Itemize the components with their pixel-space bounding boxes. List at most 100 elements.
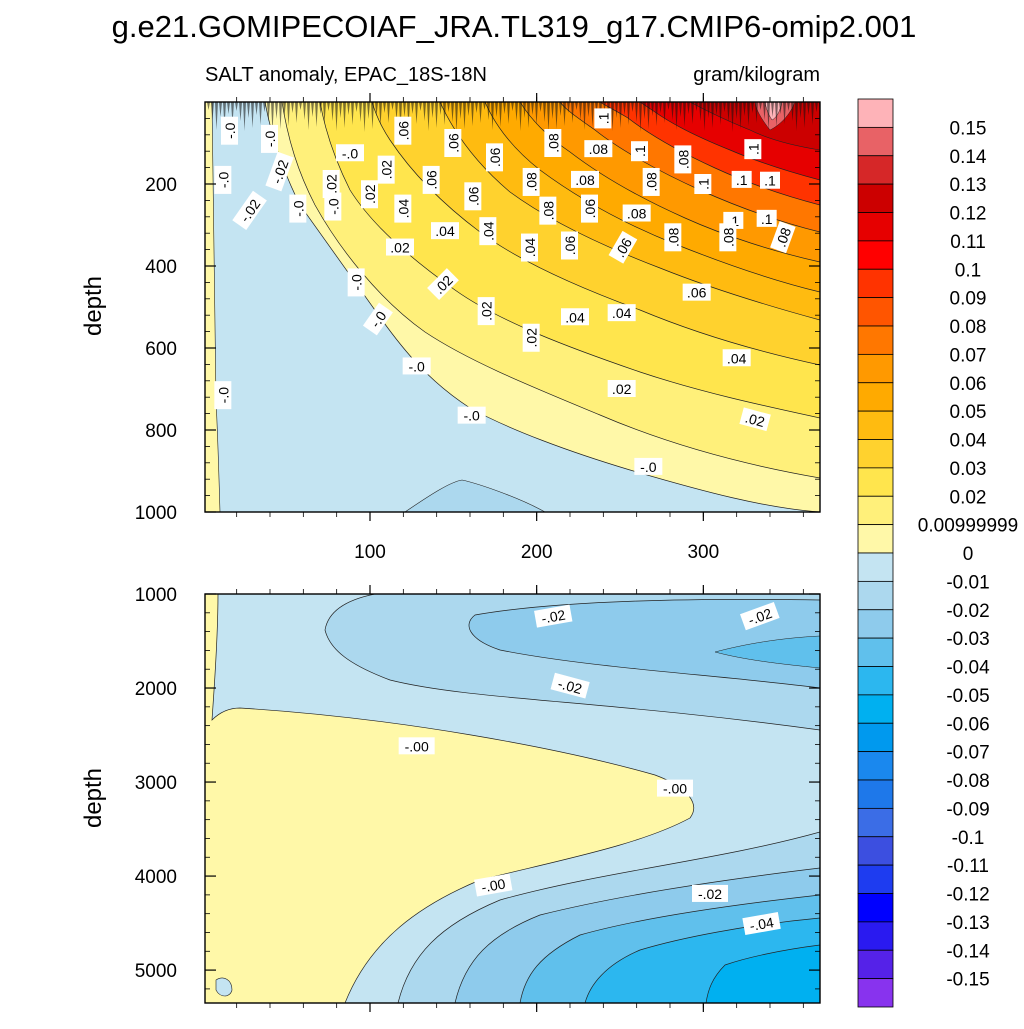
contour-label-box — [522, 323, 540, 352]
contour-label-text: .08 — [540, 201, 556, 221]
contour-label-box — [664, 223, 682, 252]
x-tick-label: 200 — [521, 542, 553, 563]
contour-label-box — [289, 194, 307, 223]
colorbar-swatch — [857, 893, 894, 923]
colorbar-swatch — [857, 978, 894, 1008]
colorbar-label: 0.15 — [950, 118, 987, 139]
contour-label: .08 — [539, 196, 557, 225]
surface-noise-path — [207, 102, 820, 132]
contour-label: -.02 — [740, 601, 780, 631]
contour-label-box — [561, 231, 578, 260]
contour-label: .04 — [607, 304, 636, 322]
contour-label-text: -.02 — [556, 675, 584, 697]
lower-band-pos001 — [205, 594, 694, 1003]
contour-label-text: .1 — [695, 178, 711, 190]
colorbar-label: 0.09 — [950, 289, 987, 310]
contour-label-box — [722, 349, 751, 367]
colorbar-label: -0.12 — [946, 885, 989, 906]
contour-label-box — [657, 779, 693, 797]
contour-label-text: .06 — [487, 147, 503, 167]
colorbar-label: -0.05 — [946, 686, 989, 707]
colorbar-swatch — [857, 212, 894, 242]
contour-label-text: -.02 — [746, 605, 774, 628]
colorbar-swatch — [857, 836, 894, 866]
contour-label-box — [521, 233, 538, 262]
contour-label-box — [607, 380, 636, 397]
contour-label: -.02 — [534, 604, 573, 628]
colorbar-swatch — [857, 609, 894, 639]
colorbar-label: 0.14 — [950, 147, 987, 168]
contour-label: .04 — [561, 308, 589, 326]
contour-label-text: .02 — [612, 381, 632, 397]
contour-label-text: .04 — [480, 221, 496, 241]
contour-label: -.0 — [289, 194, 307, 223]
contour-label: .06 — [464, 182, 482, 211]
contour-label: .06 — [581, 194, 598, 223]
colorbar-label: 0.03 — [950, 459, 987, 480]
contour-label-box — [731, 170, 752, 188]
colorbar-swatch — [857, 949, 894, 980]
contour-label-box — [522, 167, 540, 196]
contour-label-box — [534, 604, 573, 628]
contour-label-text: .1 — [632, 145, 648, 157]
contour-label: .08 — [571, 170, 599, 188]
contour-label: -.0 — [324, 192, 342, 221]
upper-left-edge-strip — [205, 102, 221, 512]
contour-label-box — [550, 672, 590, 699]
contour-label-box — [422, 165, 440, 194]
contour-label: -.0 — [214, 381, 232, 410]
contour-label: .08 — [770, 221, 796, 254]
contour-label: .06 — [561, 231, 578, 260]
contour-label: .1 — [694, 174, 712, 194]
contour-label-text: .1 — [736, 172, 748, 188]
contour-label: .08 — [622, 204, 651, 222]
contour-label-box — [477, 297, 495, 326]
contour-label: -.02 — [692, 884, 728, 902]
colorbar-label: -0.02 — [946, 601, 989, 622]
contour-label-text: -.0 — [290, 200, 306, 217]
contour-label-text: .06 — [445, 133, 461, 153]
contour-label: .04 — [431, 222, 459, 240]
contour-label: .04 — [394, 194, 412, 223]
contour-label: -.0 — [457, 406, 486, 424]
contour-label-text: -.0 — [463, 408, 480, 424]
y-tick-label: 4000 — [135, 867, 177, 888]
colorbar-swatch — [857, 864, 894, 894]
contour-label-text: .1 — [595, 112, 611, 124]
colorbar-label: 0.07 — [950, 345, 987, 366]
contour-label-text: .04 — [435, 223, 455, 239]
contour-label-text: -.0 — [262, 131, 278, 148]
contour-label: -.0 — [221, 116, 238, 145]
contour-label-box — [608, 230, 638, 264]
contour-label-text: .08 — [524, 172, 540, 192]
contour-label: -.00 — [657, 779, 693, 797]
chart-subtitle-right: gram/kilogram — [693, 64, 820, 86]
colorbar-label: -0.03 — [946, 629, 989, 650]
contour-label-box — [739, 407, 771, 432]
contour-label: .06 — [682, 283, 711, 301]
contour-label: -.0 — [634, 457, 663, 475]
upper-y-axis-label: depth — [80, 276, 107, 336]
colorbar-swatch — [857, 439, 894, 469]
contour-label-box — [622, 204, 651, 222]
contour-label-text: -.0 — [222, 122, 238, 139]
colorbar-label: -0.09 — [946, 799, 989, 820]
contour-label-text: -.0 — [215, 172, 231, 189]
contour-label-box — [444, 129, 462, 157]
contour-label-text: .06 — [562, 236, 578, 256]
y-tick-label: 1000 — [135, 503, 177, 524]
lower-band-deep-neg05 — [705, 944, 820, 1003]
contour-label-text: .02 — [379, 160, 395, 180]
contour-label: -.0 — [362, 302, 393, 336]
y-tick-label: 200 — [145, 175, 177, 196]
colorbar-swatch — [857, 183, 894, 213]
colorbar-swatch — [857, 779, 894, 809]
contour-label-box — [261, 124, 278, 153]
contour-label-box — [544, 129, 562, 157]
colorbar-swatch — [857, 325, 894, 355]
contour-label-box — [398, 737, 435, 755]
colorbar-label: -0.06 — [946, 714, 989, 735]
contour-label-box — [377, 155, 395, 184]
colorbar-label: -0.13 — [946, 913, 989, 934]
contour-label-box — [474, 873, 513, 897]
